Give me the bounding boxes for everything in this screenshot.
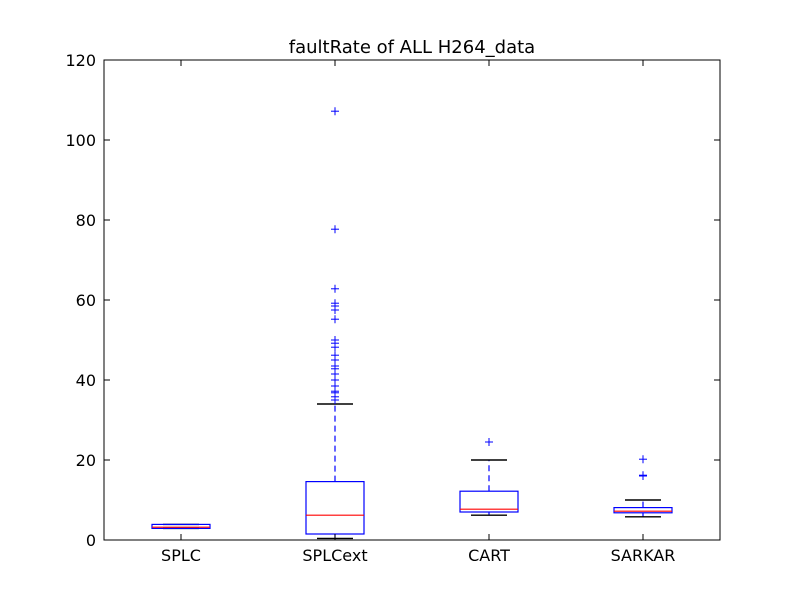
- box-iqr: [613, 507, 673, 514]
- plot-frame: [103, 59, 721, 541]
- y-tick-label: 120: [65, 51, 96, 70]
- box-group-splc: [151, 523, 211, 530]
- y-tick-label: 20: [76, 451, 96, 470]
- x-tick-label-splcext: SPLCext: [302, 546, 367, 565]
- box-iqr: [305, 481, 365, 535]
- x-tick-label-cart: CART: [468, 546, 510, 565]
- axes: 0 20 40 60 80 100 120 SPLC SPLCext CART SARKAR: [65, 51, 721, 565]
- y-tick-label: 0: [86, 531, 96, 550]
- y-tick-label: 60: [76, 291, 96, 310]
- box-iqr: [459, 490, 519, 513]
- outlier-point: [331, 107, 339, 116]
- outlier-point: [331, 284, 339, 293]
- outlier-point: [331, 299, 339, 308]
- y-tick-label: 100: [65, 131, 96, 150]
- box-group-sarkar: [613, 455, 673, 518]
- outlier-point: [639, 471, 647, 480]
- y-tick-label: 80: [76, 211, 96, 230]
- outlier-point: [639, 455, 647, 464]
- x-tick-label-splc: SPLC: [161, 546, 201, 565]
- outlier-point: [485, 438, 493, 446]
- box-iqr: [151, 523, 211, 530]
- y-tick-label: 40: [76, 371, 96, 390]
- box-group-splcext: [305, 107, 365, 540]
- outlier-point: [331, 351, 339, 360]
- outlier-point: [331, 315, 339, 324]
- x-tick-label-sarkar: SARKAR: [611, 546, 676, 565]
- chart-title: faultRate of ALL H264_data: [289, 37, 535, 58]
- box-group-cart: [459, 438, 519, 516]
- plot-area: [151, 107, 673, 540]
- outlier-point: [331, 225, 339, 234]
- outlier-point: [331, 336, 339, 344]
